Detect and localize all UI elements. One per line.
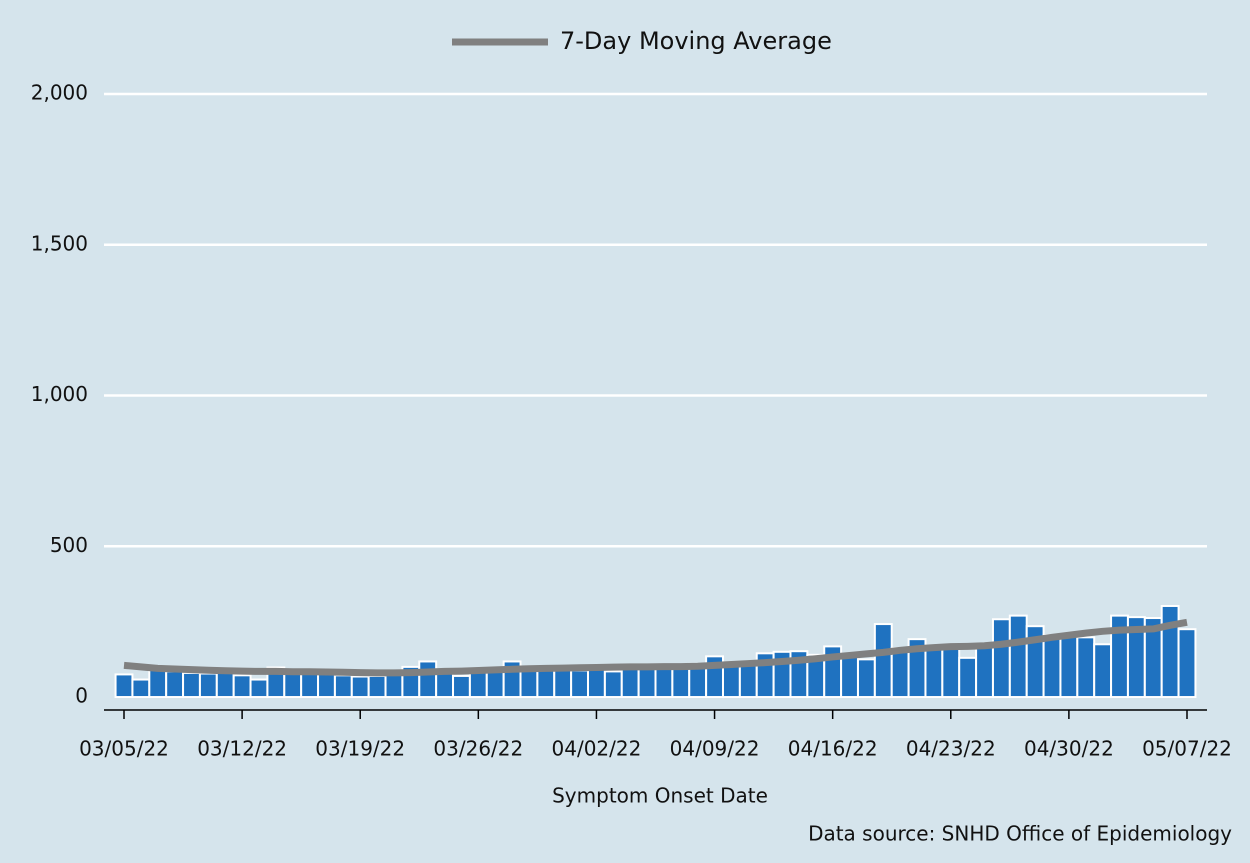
bar: [114, 673, 134, 699]
bar: [435, 671, 455, 699]
x-tick-label: 03/19/22: [315, 737, 405, 761]
bar: [1008, 614, 1028, 699]
bar: [1076, 636, 1096, 699]
bar: [165, 670, 185, 699]
bar: [873, 623, 893, 699]
bar: [975, 643, 994, 699]
bar: [1093, 643, 1113, 699]
x-tick-label: 03/26/22: [433, 737, 523, 761]
x-tick-label: 05/07/22: [1142, 737, 1232, 761]
x-tick-label: 04/23/22: [906, 737, 996, 761]
source-note: Data source: SNHD Office of Epidemiology: [808, 822, 1232, 846]
bar: [452, 674, 471, 699]
bar: [333, 674, 353, 699]
x-tick-label: 04/16/22: [788, 737, 878, 761]
bar: [587, 665, 606, 699]
bar: [317, 671, 336, 699]
bar: [1059, 634, 1079, 699]
bar: [215, 671, 235, 699]
bar: [418, 660, 438, 699]
legend-label: 7-Day Moving Average: [560, 27, 832, 55]
x-tick-label: 04/02/22: [552, 737, 642, 761]
bar: [958, 656, 978, 699]
y-tick-label: 1,500: [31, 231, 88, 255]
bar: [148, 668, 168, 699]
bar: [1042, 634, 1062, 699]
bar: [350, 675, 370, 699]
bar: [182, 671, 201, 699]
bar: [856, 658, 876, 699]
x-tick-label: 04/30/22: [1024, 737, 1114, 761]
x-tick-label: 03/12/22: [197, 737, 287, 761]
bar: [941, 645, 961, 699]
bar: [890, 647, 910, 699]
bar: [131, 678, 151, 699]
bar: [485, 669, 505, 699]
bar: [536, 668, 556, 699]
bar: [924, 647, 944, 699]
bar: [991, 618, 1011, 699]
bar: [367, 674, 387, 699]
bar: [620, 665, 640, 699]
bar: [519, 667, 539, 699]
bar: [1160, 604, 1180, 699]
bar: [553, 668, 573, 699]
bar: [721, 663, 741, 699]
x-tick-label: 04/09/22: [670, 737, 760, 761]
bar: [384, 671, 404, 699]
bar: [1177, 628, 1197, 699]
bar: [249, 678, 269, 699]
y-tick-label: 500: [50, 533, 88, 557]
bar: [283, 670, 303, 699]
y-tick-label: 0: [75, 684, 88, 708]
bar: [671, 665, 691, 699]
bar: [738, 661, 758, 699]
bar: [840, 653, 859, 699]
bar: [300, 671, 320, 699]
x-tick-label: 03/05/22: [79, 737, 169, 761]
bar: [232, 674, 252, 699]
bar: [603, 670, 623, 699]
y-tick-label: 2,000: [31, 81, 88, 105]
y-tick-label: 1,000: [31, 382, 88, 406]
bar: [198, 672, 218, 699]
bar: [570, 669, 590, 699]
moving-average-line: [123, 618, 1188, 677]
x-axis-title: Symptom Onset Date: [552, 784, 768, 808]
